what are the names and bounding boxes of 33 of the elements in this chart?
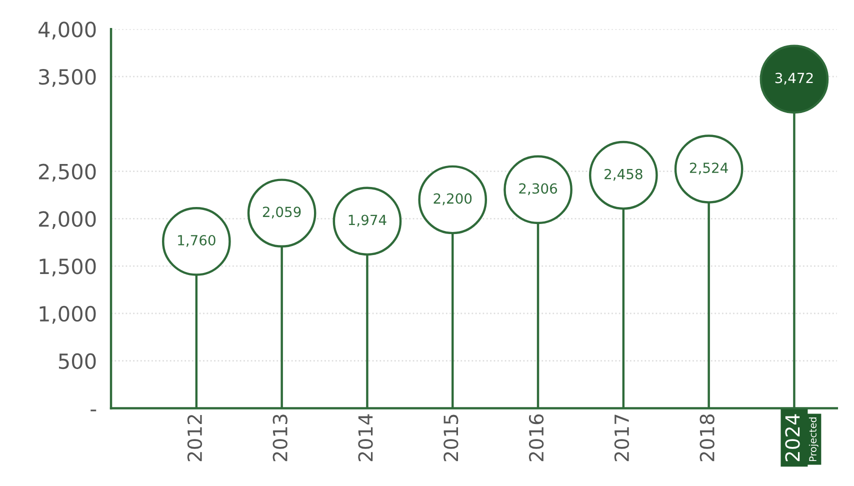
data-label: 2,200 bbox=[434, 193, 472, 206]
point bbox=[418, 165, 488, 234]
x-tick-label: 2012 bbox=[187, 415, 202, 462]
point bbox=[247, 178, 316, 248]
data-label: 2,524 bbox=[690, 162, 728, 174]
y-tick-label: 1,500 bbox=[40, 258, 96, 276]
y-tick-label: 500 bbox=[58, 353, 96, 370]
y-tick-label: 1,000 bbox=[40, 306, 96, 324]
data-label: 2,306 bbox=[519, 183, 558, 196]
y-tick-label: 2,000 bbox=[39, 211, 96, 230]
x-tick-label: 2018 bbox=[700, 414, 714, 462]
data-label: 3,472 bbox=[775, 72, 813, 85]
x-tick-label: 2016 bbox=[528, 414, 544, 462]
x-tick-label: 2014 bbox=[358, 414, 373, 462]
x-tick-label: 2015 bbox=[444, 414, 458, 462]
y-tick-label: 2,500 bbox=[39, 164, 96, 182]
point bbox=[162, 207, 231, 276]
data-label: 2,458 bbox=[604, 168, 642, 181]
data-label: 1,974 bbox=[348, 214, 386, 227]
x-tick-label: 2017 bbox=[614, 414, 630, 462]
text: Projected bbox=[808, 417, 818, 462]
point bbox=[504, 155, 572, 224]
point bbox=[674, 134, 744, 204]
point bbox=[332, 186, 402, 256]
point bbox=[589, 140, 658, 210]
x-tick-label: 2024 bbox=[785, 414, 800, 462]
y-tick-label: 4,000 bbox=[38, 22, 96, 40]
x-tick-label: 2013 bbox=[272, 414, 288, 462]
data-label: 2,059 bbox=[262, 206, 301, 219]
y-tick-label: - bbox=[90, 410, 96, 412]
data-label: 1,760 bbox=[178, 234, 216, 247]
y-tick-label: 3,500 bbox=[39, 69, 96, 87]
point bbox=[760, 44, 829, 114]
